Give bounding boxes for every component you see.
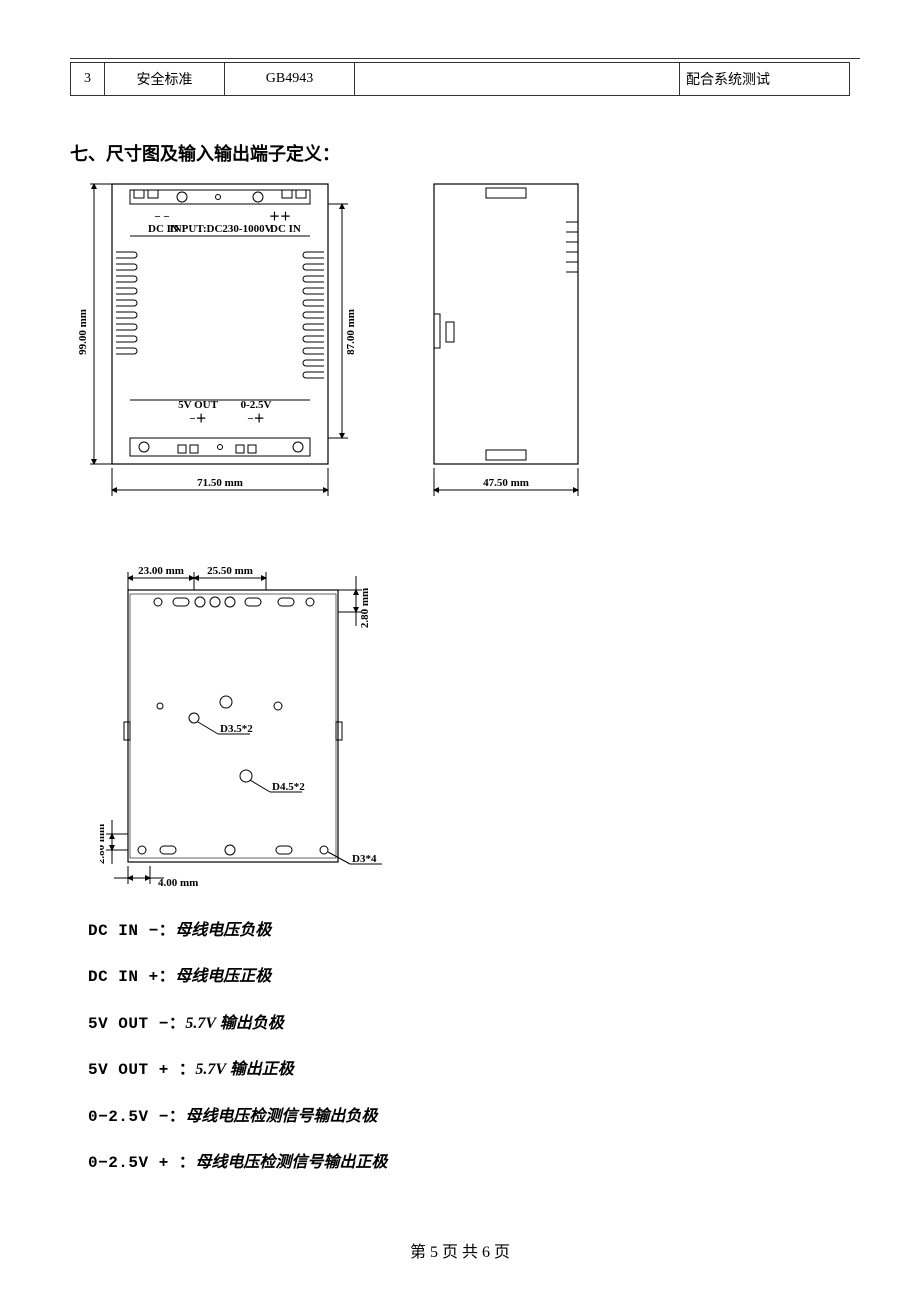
cell-name: 安全标准 [105,63,225,96]
dim-opening: 87.00 mm [345,309,357,355]
def-val: 5.7V 输出正极 [195,1061,293,1078]
top-rule [70,58,860,59]
dim-a: 23.00 mm [138,566,184,577]
dim-width: 71.50 mm [197,477,243,489]
def-val: 5.7V 输出负极 [185,1015,283,1032]
hole1: D3.5*2 [220,723,253,735]
def-key: 5V OUT −： [88,1015,185,1033]
footer-page: 5 [430,1244,438,1261]
def-key: 0−2.5V −： [88,1108,185,1126]
out1-sign: −＋ [189,413,206,425]
def-key: DC IN +： [88,968,175,986]
footer-c: 页 [490,1244,510,1261]
dim-d: 2.80 mm [100,824,107,864]
def-val: 母线电压负极 [175,922,271,939]
dcin-right: DC IN [270,223,301,235]
section-title: 七、尺寸图及输入输出端子定义： [70,140,850,166]
dcin-mid: INPUT:DC230-1000V [169,223,272,235]
cell-index: 3 [71,63,105,96]
def-line: DC IN +：母线电压正极 [88,966,850,988]
cell-std: GB4943 [225,63,355,96]
def-val: 母线电压检测信号输出负极 [185,1108,377,1125]
out2-sign: −＋ [247,413,264,425]
table-row: 3 安全标准 GB4943 配合系统测试 [71,63,850,96]
def-line: 5V OUT −：5.7V 输出负极 [88,1013,850,1035]
figure-row-top: 99.00 mm − − ＋＋ DC IN INPUT:DC230-1000V … [70,182,850,512]
dim-b: 25.50 mm [207,566,253,577]
def-line: 0−2.5V −：母线电压检测信号输出负极 [88,1106,850,1128]
dcin-left-sign: − − [154,211,169,223]
dim-height: 99.00 mm [77,309,89,355]
footer-b: 页 共 [438,1244,482,1261]
figure-side-view: 47.50 mm [416,182,616,512]
def-val: 母线电压正极 [175,968,271,985]
def-key: DC IN −： [88,922,175,940]
def-key: 0−2.5V + ： [88,1154,195,1172]
hole3: D3*4 [352,853,377,865]
page-footer: 第 5 页 共 6 页 [0,1238,920,1262]
def-line: 5V OUT + ：5.7V 输出正极 [88,1059,850,1081]
def-val: 母线电压检测信号输出正极 [195,1154,387,1171]
footer-a: 第 [410,1244,430,1261]
def-line: DC IN −：母线电压负极 [88,920,850,942]
figure-front-view: 99.00 mm − − ＋＋ DC IN INPUT:DC230-1000V … [70,182,360,512]
out1-label: 5V OUT [178,399,218,411]
out2-label: 0-2.5V [241,399,272,411]
dim-side-width: 47.50 mm [483,477,529,489]
def-key: 5V OUT + ： [88,1061,195,1079]
cell-blank [355,63,680,96]
cell-note: 配合系统测试 [680,63,850,96]
standards-table: 3 安全标准 GB4943 配合系统测试 [70,62,850,96]
terminal-definitions: DC IN −：母线电压负极 DC IN +：母线电压正极 5V OUT −：5… [88,920,850,1174]
dim-c: 2.80 mm [359,588,371,628]
hole2: D4.5*2 [272,781,305,793]
figure-bottom-view: 23.00 mm 25.50 mm 2.80 mm D3.5*2 [100,566,850,886]
dcin-right-sign: ＋＋ [269,211,291,223]
footer-total: 6 [482,1244,490,1261]
def-line: 0−2.5V + ：母线电压检测信号输出正极 [88,1152,850,1174]
dim-e: 4.00 mm [158,877,198,886]
